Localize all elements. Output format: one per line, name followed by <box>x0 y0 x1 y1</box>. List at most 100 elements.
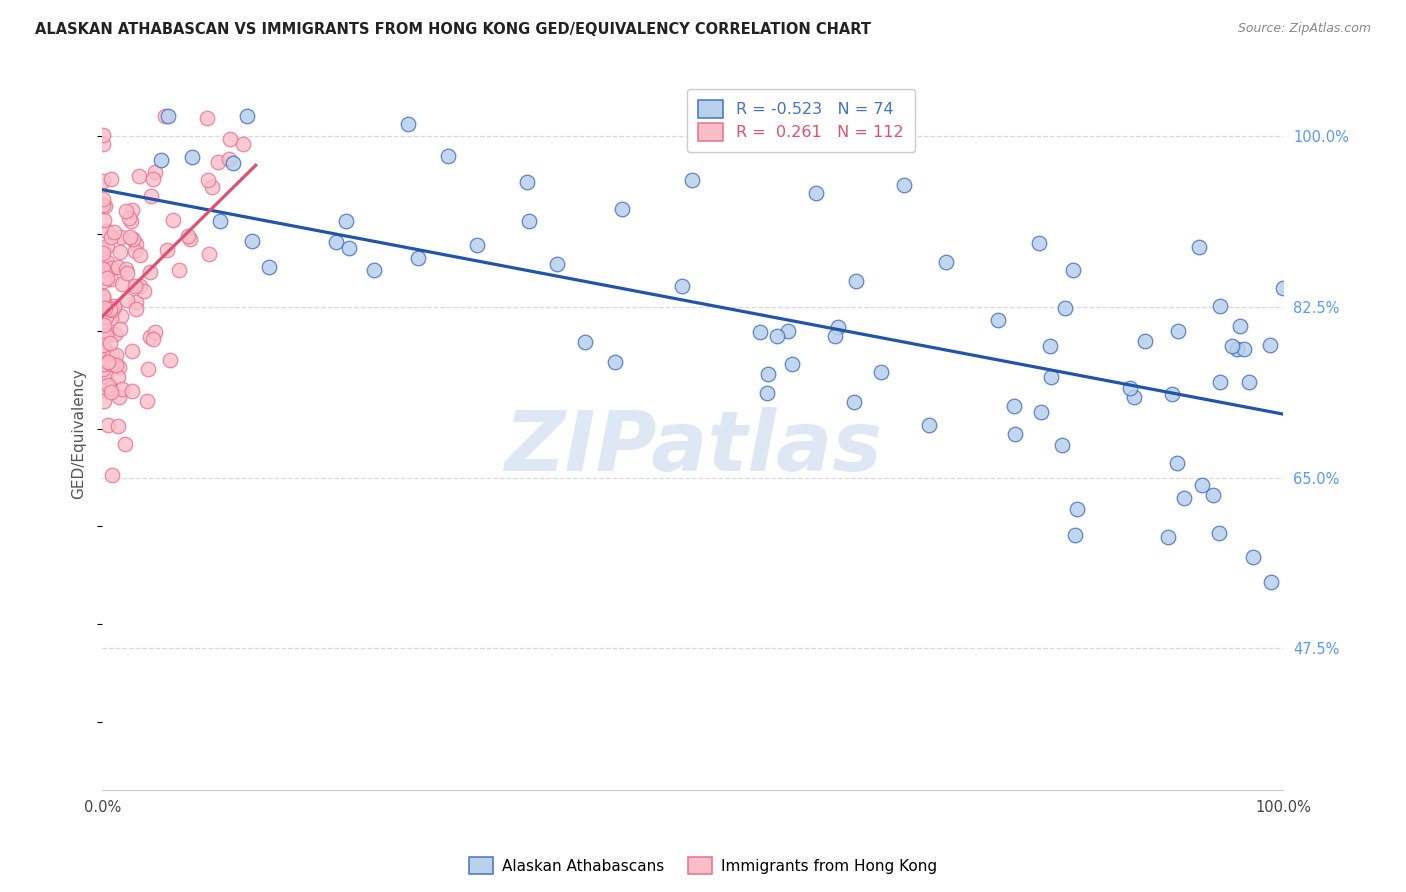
Point <box>1191 478 1213 492</box>
Point <box>156 244 179 258</box>
Point <box>100 385 122 400</box>
Point <box>121 384 143 398</box>
Point <box>121 344 143 359</box>
Point <box>96 270 118 285</box>
Point <box>96 254 118 268</box>
Point <box>91 128 114 143</box>
Point <box>1272 281 1295 295</box>
Point <box>149 153 172 167</box>
Point <box>93 199 115 213</box>
Point <box>1004 426 1026 441</box>
Point <box>1209 299 1232 313</box>
Point <box>1066 501 1088 516</box>
Point <box>110 309 132 323</box>
Point <box>605 354 627 368</box>
Point <box>110 230 132 244</box>
Point <box>1161 387 1184 401</box>
Point <box>1123 390 1146 404</box>
Point <box>93 342 115 356</box>
Point <box>1062 263 1084 277</box>
Point <box>91 289 114 303</box>
Point <box>179 232 201 246</box>
Point <box>681 172 703 186</box>
Point <box>141 189 163 203</box>
Point <box>827 320 849 334</box>
Point <box>1156 530 1178 544</box>
Point <box>91 192 114 206</box>
Point <box>91 345 114 359</box>
Point <box>156 110 179 124</box>
Point <box>197 173 219 187</box>
Point <box>766 329 789 343</box>
Text: ZIPatlas: ZIPatlas <box>503 408 882 489</box>
Point <box>136 362 159 376</box>
Point <box>93 318 115 332</box>
Point <box>143 325 166 339</box>
Point <box>107 419 129 434</box>
Point <box>139 330 162 344</box>
Point <box>129 279 152 293</box>
Point <box>396 118 419 132</box>
Point <box>100 229 122 244</box>
Point <box>91 261 114 276</box>
Point <box>100 272 122 286</box>
Point <box>612 202 634 217</box>
Point <box>222 156 245 170</box>
Point <box>1166 456 1188 470</box>
Point <box>1173 491 1195 505</box>
Point <box>671 279 693 293</box>
Point <box>100 261 122 276</box>
Point <box>100 171 122 186</box>
Point <box>122 232 145 246</box>
Point <box>93 174 115 188</box>
Point <box>325 235 347 249</box>
Point <box>143 165 166 179</box>
Point <box>115 293 138 308</box>
Point <box>180 150 202 164</box>
Point <box>100 335 122 350</box>
Point <box>806 186 828 201</box>
Point <box>574 335 596 350</box>
Point <box>516 175 538 189</box>
Point <box>120 214 142 228</box>
Point <box>1260 575 1282 590</box>
Point <box>93 212 115 227</box>
Point <box>1226 342 1249 356</box>
Point <box>105 358 128 372</box>
Point <box>153 110 176 124</box>
Point <box>96 261 118 276</box>
Point <box>142 171 165 186</box>
Point <box>104 348 127 362</box>
Point <box>111 382 134 396</box>
Point <box>756 367 779 381</box>
Point <box>1039 339 1062 353</box>
Point <box>236 110 259 124</box>
Point <box>1237 375 1260 389</box>
Point <box>91 338 114 352</box>
Point <box>96 366 118 380</box>
Point <box>129 248 152 262</box>
Point <box>201 179 224 194</box>
Point <box>108 245 131 260</box>
Point <box>96 238 118 252</box>
Point <box>1002 399 1025 413</box>
Point <box>101 358 124 372</box>
Point <box>135 393 157 408</box>
Point <box>97 378 120 392</box>
Point <box>91 198 114 212</box>
Point <box>1039 369 1062 384</box>
Point <box>111 277 134 292</box>
Point <box>128 169 150 183</box>
Point <box>1029 404 1052 418</box>
Point <box>93 324 115 338</box>
Point <box>125 301 148 316</box>
Point <box>1241 549 1264 564</box>
Point <box>93 362 115 376</box>
Point <box>91 383 114 397</box>
Point <box>1202 488 1225 502</box>
Point <box>517 213 540 227</box>
Point <box>125 294 148 309</box>
Point <box>1233 342 1256 356</box>
Point <box>124 244 146 258</box>
Point <box>101 303 124 318</box>
